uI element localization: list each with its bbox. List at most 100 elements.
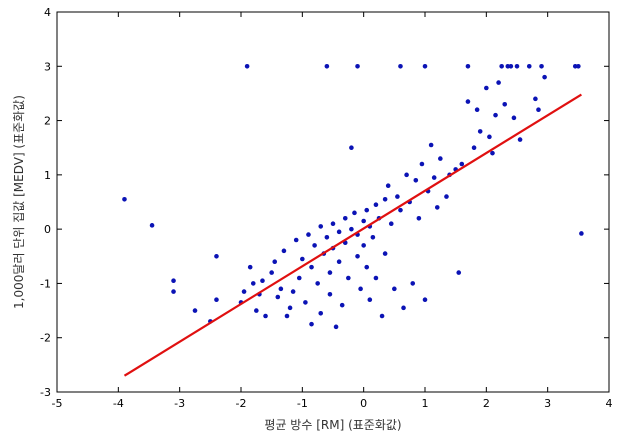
data-point <box>290 289 296 294</box>
data-point <box>315 281 320 286</box>
data-point <box>499 63 504 69</box>
x-tick-label: -1 <box>297 397 308 410</box>
data-point <box>300 256 305 262</box>
y-axis-label: 1,000달러 단위 집값 [MEDV] (표준화값) <box>12 95 26 309</box>
data-point <box>296 275 302 281</box>
data-point <box>434 205 440 210</box>
data-point <box>373 202 379 208</box>
data-point <box>349 226 354 232</box>
data-point <box>465 63 471 69</box>
data-point <box>514 63 520 69</box>
data-point <box>269 270 274 275</box>
data-point <box>444 194 449 199</box>
data-point <box>379 313 385 319</box>
data-point <box>324 63 330 69</box>
data-point <box>416 215 422 221</box>
x-tick-label: -5 <box>52 397 63 410</box>
data-point <box>536 107 541 113</box>
data-point <box>373 275 379 281</box>
data-point <box>539 63 544 69</box>
data-point <box>241 289 247 294</box>
data-point <box>401 305 406 311</box>
data-point <box>517 137 523 142</box>
data-point <box>309 321 314 327</box>
data-point <box>278 286 284 292</box>
data-point <box>303 300 308 305</box>
regression-line <box>123 93 582 377</box>
data-point <box>413 177 419 183</box>
data-point <box>355 253 360 259</box>
data-point <box>309 264 314 270</box>
data-point <box>272 259 278 265</box>
data-point <box>370 234 376 240</box>
data-point <box>388 221 394 227</box>
data-point <box>352 210 357 216</box>
data-point <box>349 145 354 151</box>
data-point <box>327 291 333 297</box>
data-points <box>122 63 584 330</box>
data-point <box>260 278 265 284</box>
data-point <box>214 253 219 259</box>
plot-frame <box>56 11 610 393</box>
data-point <box>336 229 342 235</box>
data-point <box>533 96 538 102</box>
data-point <box>287 305 293 311</box>
data-point <box>456 270 462 275</box>
data-point <box>576 63 581 69</box>
data-point <box>336 259 342 265</box>
x-tick-label: -4 <box>113 397 124 410</box>
data-point <box>579 231 584 236</box>
data-point <box>364 264 370 270</box>
data-point <box>192 308 198 313</box>
data-point <box>474 107 480 113</box>
data-point <box>471 145 477 151</box>
data-point <box>438 156 443 161</box>
data-point <box>422 63 428 69</box>
data-point <box>459 161 465 167</box>
y-tick-label: 3 <box>44 60 51 73</box>
data-point <box>281 248 287 254</box>
data-point <box>404 172 409 178</box>
data-point <box>312 243 317 248</box>
data-point <box>382 196 388 202</box>
data-point <box>493 112 498 118</box>
data-point <box>214 297 219 303</box>
data-point <box>477 129 483 134</box>
data-point <box>342 215 348 221</box>
data-point <box>327 270 333 275</box>
data-point <box>382 251 388 256</box>
y-tick-label: 2 <box>44 115 51 128</box>
data-point <box>333 324 339 330</box>
data-point <box>254 308 259 313</box>
data-point <box>358 286 363 292</box>
data-point <box>171 289 176 294</box>
x-axis-label: 평균 방수 [RM] (표준화값) <box>264 418 401 432</box>
data-point <box>395 194 400 199</box>
data-point <box>122 196 127 202</box>
y-tick-label: -2 <box>40 332 51 345</box>
data-point <box>346 275 351 281</box>
data-point <box>526 63 532 69</box>
data-point <box>324 234 330 240</box>
data-point <box>318 310 324 316</box>
data-point <box>410 281 416 286</box>
x-tick-label: 3 <box>544 397 551 410</box>
data-point <box>367 297 373 303</box>
data-point <box>392 286 397 292</box>
x-tick-label: -2 <box>236 397 247 410</box>
data-point <box>361 218 366 224</box>
data-point <box>306 232 311 237</box>
data-point <box>247 264 253 270</box>
data-point <box>293 237 299 243</box>
data-point <box>385 183 391 189</box>
x-tick-label: 0 <box>360 397 367 410</box>
y-tick-label: 4 <box>44 6 51 19</box>
data-point <box>339 302 345 308</box>
y-tick-label: -1 <box>40 277 51 290</box>
data-point <box>419 161 425 167</box>
data-point <box>275 294 281 300</box>
data-point <box>330 221 336 227</box>
data-point <box>508 63 514 69</box>
data-point <box>250 281 256 286</box>
